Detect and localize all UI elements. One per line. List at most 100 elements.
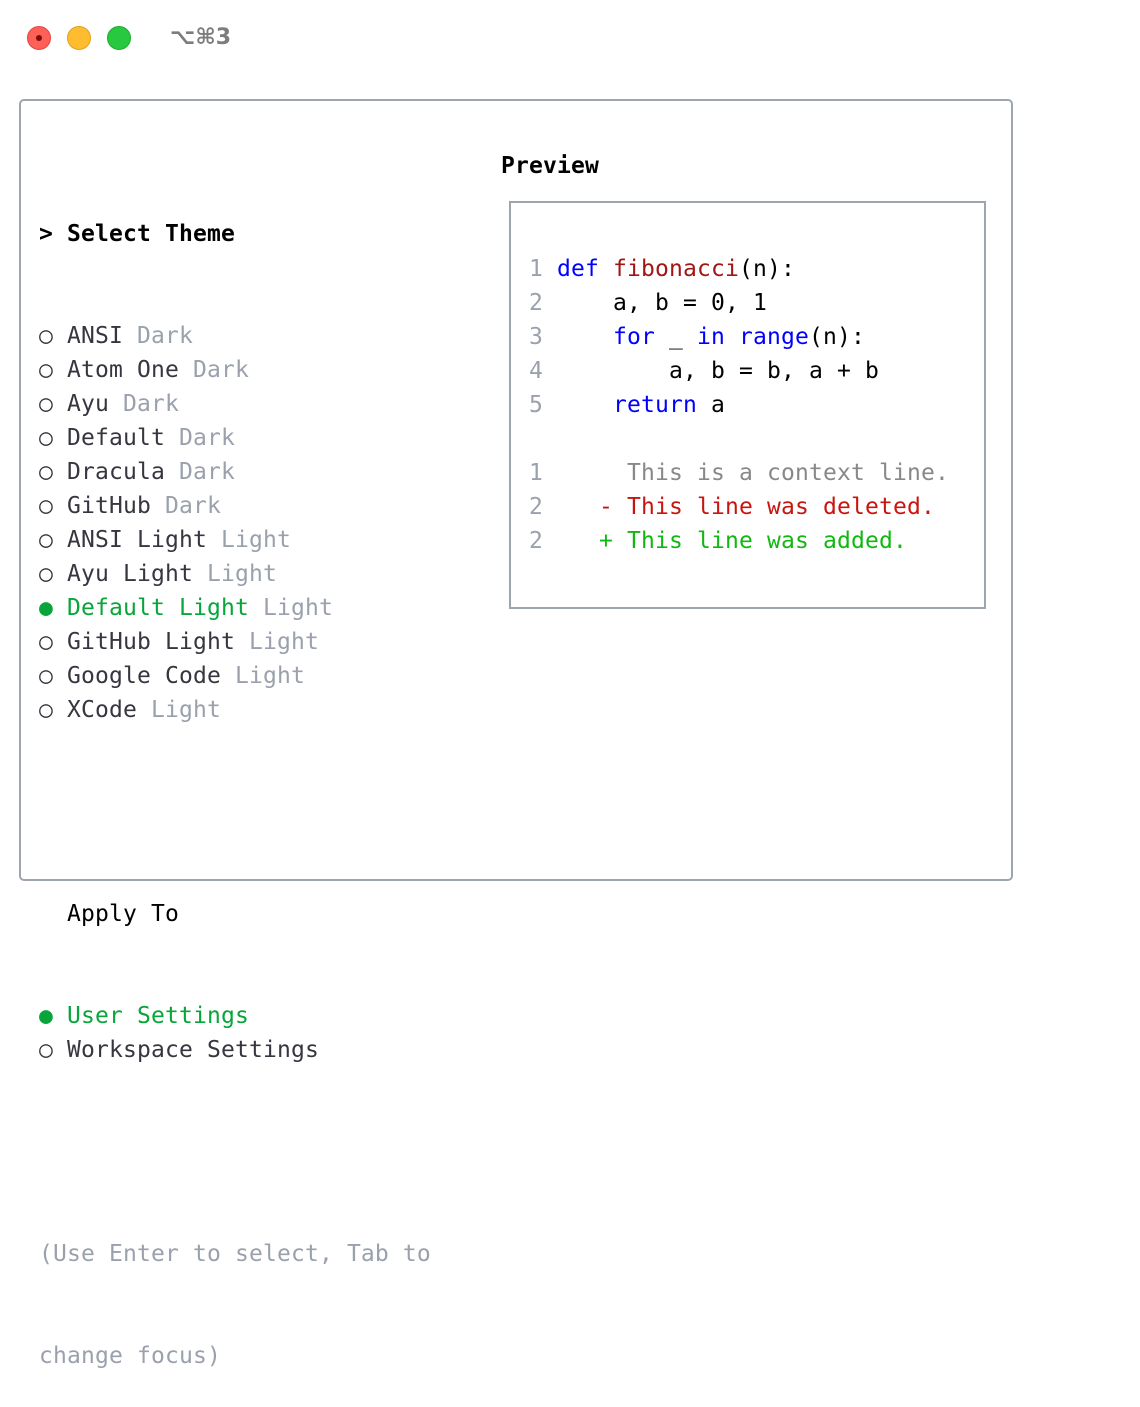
code-text <box>599 256 613 282</box>
theme-name: Ayu <box>67 391 109 417</box>
theme-type: Dark <box>178 425 235 451</box>
code-line: 2 a, b = 0, 1 <box>529 286 949 320</box>
apply-to-name: Workspace Settings <box>67 1037 319 1063</box>
code-function: fibonacci <box>613 256 739 282</box>
theme-name: XCode <box>67 697 137 723</box>
code-text: (n): <box>738 256 795 282</box>
radio-empty-icon: ○ <box>39 357 53 383</box>
theme-option[interactable]: ○ ANSI Dark <box>39 319 431 353</box>
apply-to-option[interactable]: ○ Workspace Settings <box>39 1033 431 1067</box>
radio-empty-icon: ○ <box>39 1037 53 1063</box>
diff-text: This line was added. <box>627 528 907 554</box>
close-window-button[interactable] <box>27 26 51 50</box>
apply-to-name: User Settings <box>67 1003 249 1029</box>
preview-title: Preview <box>501 153 599 179</box>
code-keyword: def <box>557 256 599 282</box>
code-text: a, b = 0, 1 <box>557 290 767 316</box>
theme-type: Dark <box>123 391 179 417</box>
code-text <box>725 324 739 350</box>
radio-empty-icon: ○ <box>39 493 53 519</box>
theme-type: Light <box>248 629 319 655</box>
theme-option[interactable]: ○ Dracula Dark <box>39 455 431 489</box>
diff-marker <box>599 460 613 486</box>
line-number: 2 <box>529 290 543 316</box>
radio-empty-icon: ○ <box>39 391 53 417</box>
code-line: 5 return a <box>529 388 949 422</box>
theme-type: Dark <box>192 357 249 383</box>
theme-type: Light <box>220 527 291 553</box>
theme-option[interactable]: ● Default Light Light <box>39 591 431 625</box>
theme-option[interactable]: ○ Atom One Dark <box>39 353 431 387</box>
theme-type: Light <box>234 663 305 689</box>
theme-option[interactable]: ○ XCode Light <box>39 693 431 727</box>
radio-empty-icon: ○ <box>39 561 53 587</box>
line-number: 1 <box>529 256 543 282</box>
theme-option[interactable]: ○ GitHub Dark <box>39 489 431 523</box>
code-keyword: return <box>613 392 697 418</box>
theme-type: Light <box>262 595 333 621</box>
line-number: 5 <box>529 392 543 418</box>
radio-empty-icon: ○ <box>39 459 53 485</box>
radio-filled-icon: ● <box>39 595 53 621</box>
code-text: a <box>696 392 725 418</box>
code-text <box>557 324 613 350</box>
line-number: 2 <box>529 528 543 554</box>
theme-option[interactable]: ○ GitHub Light Light <box>39 625 431 659</box>
focus-marker: > <box>39 221 53 247</box>
select-theme-title: Select Theme <box>67 221 235 247</box>
theme-name: Default Light <box>67 595 249 621</box>
theme-name: GitHub Light <box>67 629 235 655</box>
code-keyword: in <box>697 324 725 350</box>
radio-empty-icon: ○ <box>39 527 53 553</box>
code-text <box>557 392 613 418</box>
code-keyword: range <box>739 324 809 350</box>
code-keyword: for <box>613 324 655 350</box>
radio-empty-icon: ○ <box>39 323 53 349</box>
theme-type: Dark <box>178 459 235 485</box>
hint-line-1: (Use Enter to select, Tab to <box>39 1241 431 1267</box>
diff-line: 2 - This line was deleted. <box>529 490 949 524</box>
code-line: 3 for _ in range(n): <box>529 320 949 354</box>
theme-option[interactable]: ○ Google Code Light <box>39 659 431 693</box>
theme-name: GitHub <box>67 493 151 519</box>
radio-filled-icon: ● <box>39 1003 53 1029</box>
theme-option[interactable]: ○ Default Dark <box>39 421 431 455</box>
theme-name: Default <box>67 425 165 451</box>
diff-marker: - <box>599 494 613 520</box>
theme-name: Google Code <box>67 663 221 689</box>
window-shortcut-label: ⌥⌘3 <box>170 25 232 50</box>
theme-option[interactable]: ○ Ayu Light Light <box>39 557 431 591</box>
diff-text: This line was deleted. <box>627 494 935 520</box>
apply-to-heading: Apply To <box>39 897 431 931</box>
code-line: 1 def fibonacci(n): <box>529 252 949 286</box>
diff-line: 2 + This line was added. <box>529 524 949 558</box>
theme-option[interactable]: ○ ANSI Light Light <box>39 523 431 557</box>
radio-empty-icon: ○ <box>39 697 53 723</box>
theme-name: Ayu Light <box>67 561 193 587</box>
radio-empty-icon: ○ <box>39 425 53 451</box>
diff-marker: + <box>599 528 613 554</box>
apply-to-option[interactable]: ● User Settings <box>39 999 431 1033</box>
select-theme-heading: > Select Theme <box>39 217 431 251</box>
minimize-window-button[interactable] <box>67 26 91 50</box>
blank-line <box>529 422 949 456</box>
line-number: 3 <box>529 324 543 350</box>
code-text: (n): <box>809 324 865 350</box>
radio-empty-icon: ○ <box>39 629 53 655</box>
diff-text: This is a context line. <box>627 460 949 486</box>
code-text: _ <box>655 324 697 350</box>
theme-type: Dark <box>164 493 221 519</box>
theme-type: Light <box>151 697 221 723</box>
maximize-window-button[interactable] <box>107 26 131 50</box>
theme-type: Dark <box>137 323 193 349</box>
apply-to-title: Apply To <box>67 901 179 927</box>
code-text: a, b = b, a + b <box>557 358 879 384</box>
code-line: 4 a, b = b, a + b <box>529 354 949 388</box>
theme-dialog <box>19 99 1013 881</box>
theme-option[interactable]: ○ Ayu Dark <box>39 387 431 421</box>
line-number: 2 <box>529 494 543 520</box>
line-number: 4 <box>529 358 543 384</box>
line-number: 1 <box>529 460 543 486</box>
